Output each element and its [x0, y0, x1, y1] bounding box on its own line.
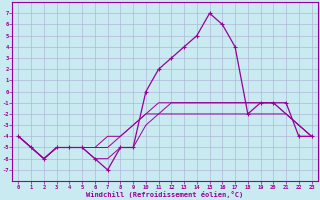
X-axis label: Windchill (Refroidissement éolien,°C): Windchill (Refroidissement éolien,°C): [86, 191, 244, 198]
